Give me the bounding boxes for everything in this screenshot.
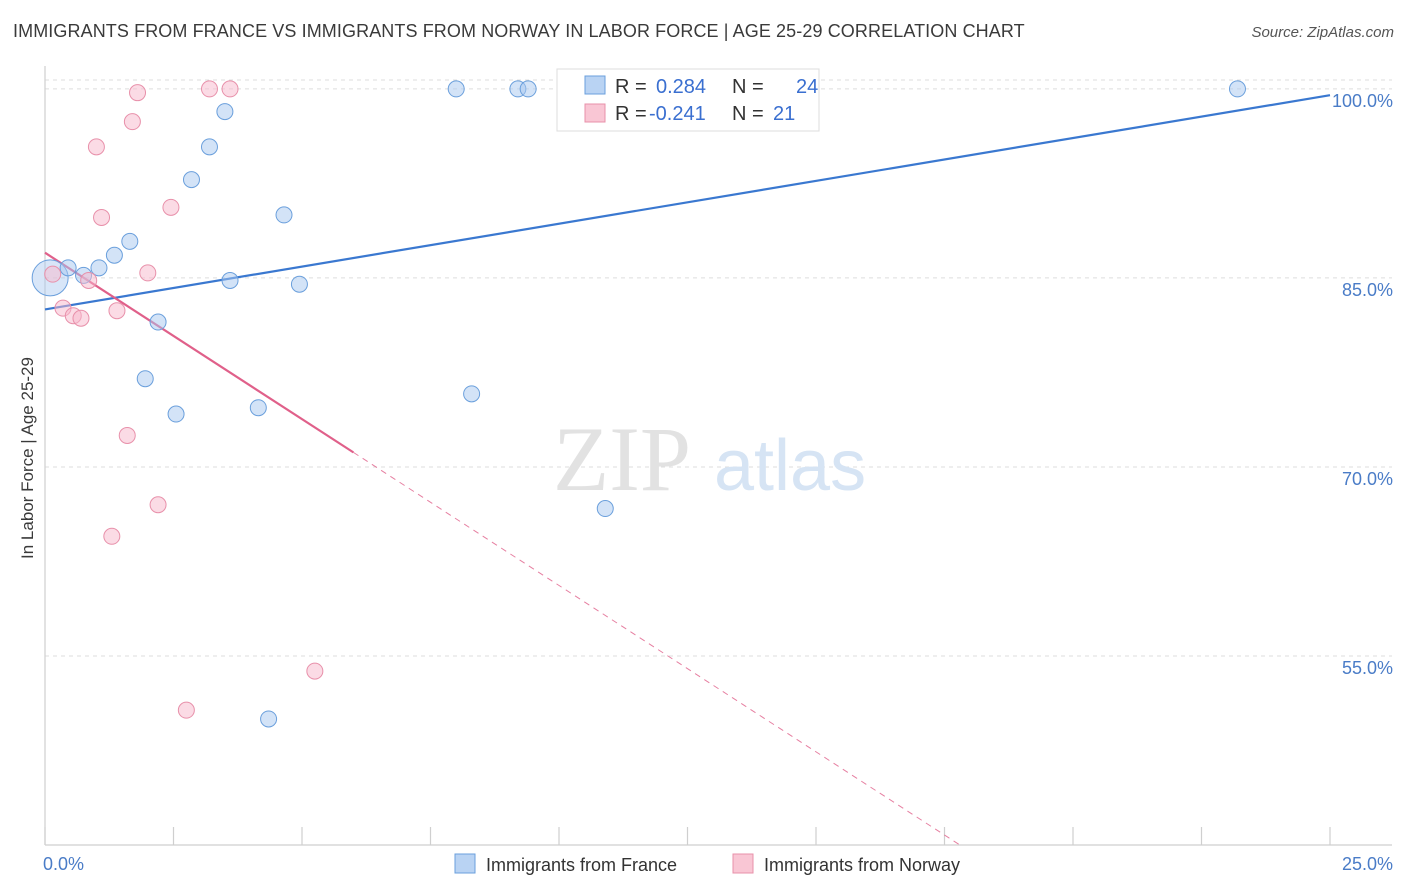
point-norway — [80, 271, 98, 289]
point-norway — [129, 84, 147, 102]
legend-label-norway: Immigrants from Norway — [764, 855, 960, 875]
point-norway — [72, 309, 90, 327]
point-france — [249, 399, 267, 417]
point-france — [200, 138, 218, 156]
data-points — [31, 80, 1246, 728]
y-axis-label: In Labor Force | Age 25-29 — [18, 357, 37, 559]
stats-n-value-norway: 21 — [773, 103, 795, 125]
stats-swatch-norway — [584, 103, 606, 123]
point-norway — [200, 80, 218, 98]
y-tick-label: 100.0% — [1332, 91, 1393, 111]
point-france — [136, 370, 154, 388]
point-norway — [44, 265, 62, 283]
point-norway — [108, 302, 126, 320]
y-tick-label: 70.0% — [1342, 469, 1393, 489]
stats-r-value-france: 0.284 — [656, 76, 706, 98]
legend-swatch-norway — [732, 853, 754, 874]
watermark: ZIP atlas — [553, 408, 866, 510]
legend-label-france: Immigrants from France — [486, 855, 677, 875]
stats-r-value-norway: -0.241 — [649, 103, 706, 125]
stats-n-label-france: N = — [732, 76, 764, 98]
trend-line-dashed-norway — [353, 451, 961, 846]
point-france — [463, 385, 481, 403]
y-tick-label: 85.0% — [1342, 280, 1393, 300]
point-norway — [139, 264, 157, 282]
chart-title: IMMIGRANTS FROM FRANCE VS IMMIGRANTS FRO… — [13, 21, 1025, 41]
point-norway — [149, 496, 167, 514]
point-france — [290, 275, 308, 293]
point-norway — [221, 80, 239, 98]
axes — [44, 66, 1392, 846]
point-france — [182, 171, 200, 189]
legend-swatch-france — [454, 853, 476, 874]
point-norway — [87, 138, 105, 156]
trend-line-france — [44, 94, 1331, 311]
x-tick-label: 0.0% — [43, 854, 84, 874]
grid-lines — [45, 79, 1392, 657]
stats-n-value-france: 24 — [796, 76, 818, 98]
point-france — [59, 259, 77, 277]
trend-line-norway — [44, 251, 354, 454]
watermark-zip: ZIP — [553, 408, 691, 510]
point-norway — [93, 208, 111, 226]
y-tick-label: 55.0% — [1342, 658, 1393, 678]
stats-r-label-norway: R = — [615, 103, 647, 125]
stats-swatch-france — [584, 75, 606, 95]
point-norway — [177, 701, 195, 719]
point-france — [275, 206, 293, 224]
legend: Immigrants from France Immigrants from N… — [454, 853, 960, 875]
point-norway — [103, 527, 121, 545]
point-france — [447, 80, 465, 98]
point-france — [1228, 80, 1246, 98]
stats-r-label-france: R = — [615, 76, 647, 98]
x-tick-labels: 0.0% 25.0% — [43, 854, 1393, 874]
point-france — [216, 103, 234, 121]
point-norway — [306, 662, 324, 680]
x-tick-label: 25.0% — [1342, 854, 1393, 874]
trend-lines — [44, 94, 1331, 846]
source-label: Source: ZipAtlas.com — [1251, 24, 1394, 41]
y-tick-labels: 55.0% 70.0% 85.0% 100.0% — [1332, 91, 1393, 678]
point-france — [90, 259, 108, 277]
point-norway — [123, 113, 141, 131]
point-france — [105, 246, 123, 264]
stats-box: R = 0.284 N = 24 R = -0.241 N = 21 — [556, 68, 820, 132]
watermark-atlas: atlas — [714, 426, 866, 506]
point-france — [121, 232, 139, 250]
point-france — [221, 271, 239, 289]
point-france — [260, 710, 278, 728]
point-france — [149, 313, 167, 331]
point-france — [519, 80, 537, 98]
point-france — [167, 405, 185, 423]
point-france — [596, 500, 614, 518]
point-norway — [118, 426, 136, 444]
point-norway — [162, 198, 180, 216]
stats-n-label-norway: N = — [732, 103, 764, 125]
